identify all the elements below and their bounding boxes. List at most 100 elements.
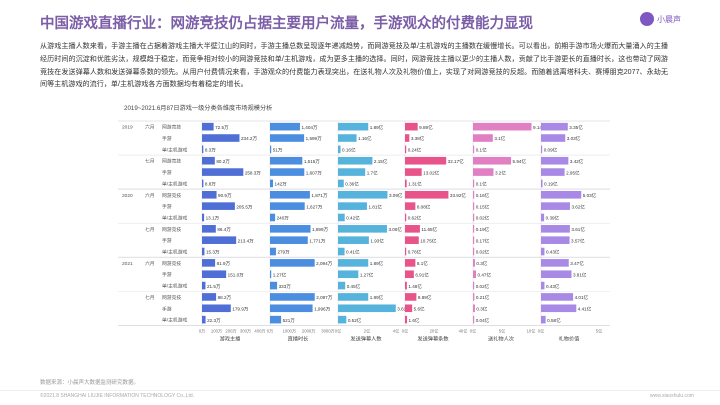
bar (270, 145, 272, 154)
bar-value-label: 5.03亿 (583, 192, 597, 199)
bar-value-label: 90.9万 (218, 193, 232, 199)
bar (202, 315, 206, 324)
column-header: 礼物价值 (559, 334, 580, 342)
bar (473, 247, 475, 256)
bar (541, 225, 570, 233)
axis-tick-label: 300万 (240, 328, 251, 334)
category-label: 网游竞技 (162, 260, 181, 267)
bar-value-label: 51万 (273, 148, 283, 154)
bar (405, 281, 407, 290)
bar (405, 202, 416, 210)
bar (405, 156, 447, 165)
bar-value-label: 0.09亿 (544, 147, 558, 154)
bar-value-label: 2,094万 (316, 261, 332, 267)
category-label: 网游竞技 (162, 124, 181, 131)
bar (473, 156, 512, 165)
bar-value-label: 81.9万 (217, 261, 231, 267)
bar (202, 213, 205, 222)
bar-value-label: 3.1亿 (494, 135, 505, 142)
bar-value-label: 1,515万 (304, 159, 320, 165)
bar-value-label: 3.38亿 (411, 135, 425, 142)
bar (202, 202, 235, 210)
bar (270, 156, 303, 165)
bar-value-label: 1,607万 (306, 170, 322, 176)
bar (202, 134, 240, 142)
period-label: 六月 (145, 260, 155, 267)
category-label: 手游 (162, 169, 172, 176)
bar-value-label: 1,627万 (306, 204, 322, 210)
bar-value-label: 333万 (279, 284, 292, 290)
bar (541, 190, 582, 199)
category-label: 手游 (162, 237, 172, 244)
bar-value-label: 0.19亿 (476, 226, 490, 233)
bar (541, 281, 545, 290)
bar-value-label: 1.46亿 (408, 283, 422, 290)
bar (541, 168, 565, 176)
bar-value-label: 1.81亿 (368, 203, 382, 210)
bar-value-label: 88.2万 (218, 295, 232, 301)
bar-value-label: 1,871万 (311, 193, 327, 199)
bar (338, 156, 373, 165)
bar-value-label: 80.2万 (216, 159, 230, 165)
period-label: 七月 (145, 158, 155, 165)
bar-value-label: 11.65亿 (421, 226, 437, 233)
bar-value-label: 3.61亿 (397, 305, 411, 312)
bar-value-label: 0.15亿 (476, 203, 490, 210)
bar-value-label: 0.3亿 (476, 305, 487, 312)
bar (405, 304, 413, 313)
column-header: 送礼物人次 (488, 334, 514, 342)
bar (473, 304, 475, 313)
brand-logo-icon (640, 12, 654, 26)
bar (338, 190, 388, 199)
bar-value-label: 205.5万 (236, 204, 252, 210)
bar (338, 179, 344, 188)
bar (338, 315, 347, 324)
bar (202, 259, 216, 267)
bar (541, 134, 566, 142)
bar (473, 179, 475, 188)
category-label: 手游 (162, 271, 172, 278)
bar (405, 293, 417, 301)
bar-value-label: 0.42亿 (346, 215, 360, 222)
bar (338, 270, 359, 279)
axis-tick-label: 0万 (267, 328, 274, 334)
bar (202, 122, 214, 131)
bar-value-label: 8.3万 (205, 148, 216, 154)
bar-value-label: 0.62亿 (408, 215, 422, 222)
bar (405, 134, 410, 142)
bar (338, 202, 367, 210)
bar (270, 190, 310, 199)
bar-value-label: 521万 (283, 318, 296, 324)
bar-value-label: 0.02亿 (476, 283, 490, 290)
bar (541, 293, 574, 301)
bar (541, 156, 569, 165)
year-label: 2020 (122, 193, 133, 199)
bar-value-label: 1.89亿 (370, 124, 384, 131)
category-label: 网游竞技 (162, 192, 181, 199)
category-label: 网游竞技 (162, 226, 181, 233)
bar-value-label: 3.09亿 (389, 192, 403, 199)
bar-value-label: 258.3万 (245, 170, 261, 176)
column-header: 发送弹幕条数 (417, 334, 449, 342)
category-label: 单/主机游戏 (162, 283, 188, 290)
bar (541, 213, 545, 222)
column-header: 发送弹幕人数 (350, 334, 382, 342)
bar-value-label: 1,996万 (314, 306, 330, 312)
bar (405, 145, 407, 154)
bar (202, 168, 244, 176)
bar (338, 236, 369, 244)
bar (338, 247, 345, 256)
category-label: 网游竞技 (162, 294, 181, 301)
bar-value-label: 2.95亿 (566, 169, 580, 176)
bar-value-label: 13.02亿 (423, 169, 439, 176)
bar-value-label: 8.89亿 (418, 294, 432, 301)
bar (338, 213, 345, 222)
bar (270, 213, 276, 222)
bar-value-label: 3.57亿 (571, 237, 585, 244)
axis-tick-label: 0亿 (470, 327, 477, 334)
bar (541, 315, 546, 324)
bar (338, 134, 357, 142)
axis-tick-label: 2000万 (302, 328, 316, 334)
bar-value-label: 0.76亿 (408, 249, 422, 256)
bar-value-label: 0.24亿 (408, 147, 422, 154)
